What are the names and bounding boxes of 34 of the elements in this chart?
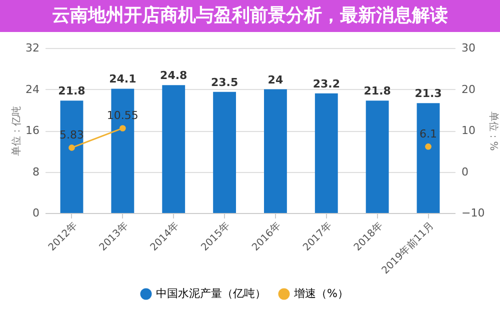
data-label: 24.1: [109, 72, 136, 86]
data-label: 21.8: [58, 84, 86, 98]
data-label: 21.3: [414, 87, 442, 100]
bar: [60, 100, 84, 213]
bar: [314, 93, 338, 213]
y2-tick-label: 0: [462, 165, 468, 178]
banner: 云南地州开店商机与盈利前景分析，最新消息解读: [0, 0, 500, 32]
y2-tick-label: 10: [462, 124, 476, 137]
y2-tick-label: 30: [462, 42, 476, 54]
y2-axis-title: 单位：%: [488, 111, 500, 151]
bar: [416, 103, 440, 213]
y-tick-label: 8: [32, 165, 40, 178]
data-label: 24.8: [160, 69, 188, 82]
data-label: 21.8: [364, 84, 391, 98]
legend-label: 增速（%）: [293, 287, 348, 300]
y2-tick-label: 20: [462, 82, 476, 96]
data-label: 23.2: [312, 77, 340, 90]
y-tick-label: 32: [26, 42, 40, 54]
legend-label: 中国水泥产量（亿吨）: [156, 287, 266, 300]
bar: [162, 85, 186, 213]
y-tick-label: 24: [26, 82, 40, 96]
point: [120, 125, 126, 132]
data-label: 23.5: [210, 76, 238, 89]
y-axis-title: 单位：亿吨: [10, 106, 23, 156]
point: [425, 143, 432, 150]
y-tick-label: 0: [32, 206, 40, 220]
bar: [264, 89, 287, 213]
point: [68, 144, 75, 151]
data-label: 24: [268, 73, 284, 86]
y-tick-label: 16: [26, 124, 40, 137]
data-label: 6.1: [420, 128, 438, 141]
bar: [213, 92, 236, 213]
bar: [366, 100, 389, 213]
y2-tick-label: −10: [462, 206, 485, 220]
